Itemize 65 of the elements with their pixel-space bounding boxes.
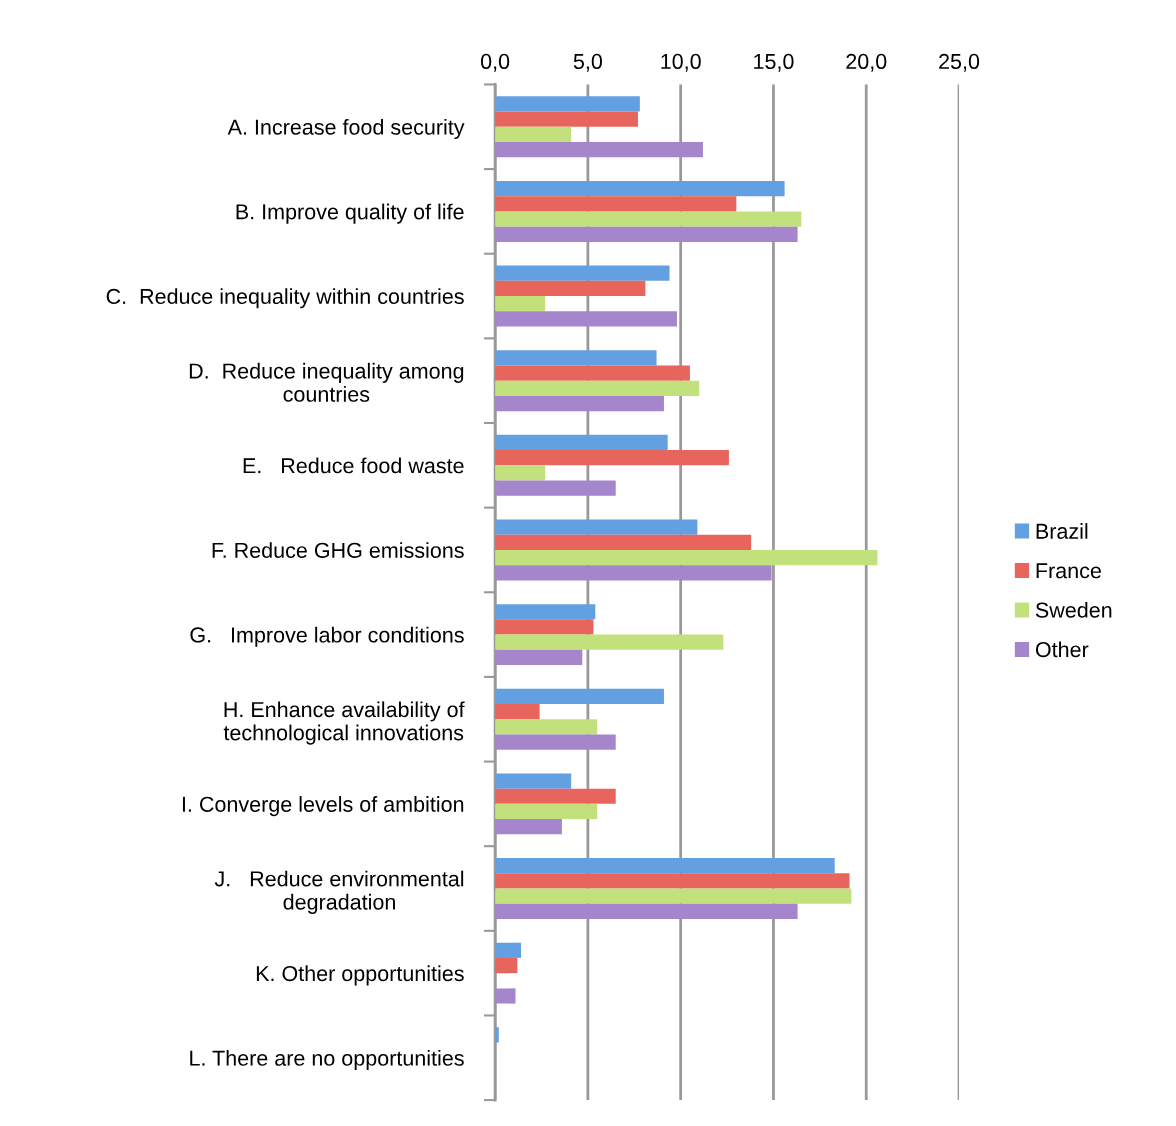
bar [495, 773, 572, 789]
y-tick-label: E. Reduce food waste [243, 457, 464, 474]
y-tick-label: D. Reduce inequality among countries [189, 362, 464, 402]
bar [495, 395, 664, 412]
bar [495, 142, 703, 158]
bar [495, 350, 657, 366]
bar [495, 196, 737, 212]
bar [495, 942, 522, 958]
y-tick-label: C. Reduce inequality within countries [106, 288, 464, 309]
bar [495, 734, 616, 750]
bar [495, 873, 850, 889]
bar [495, 519, 698, 535]
legend-label: Brazil [1036, 523, 1088, 539]
bar [495, 819, 562, 835]
y-tick-label: A. Increase food security [227, 118, 465, 140]
bar [495, 226, 798, 242]
bar [495, 126, 572, 142]
y-tick-label: I. Converge levels of ambition [182, 796, 464, 817]
bar [495, 888, 852, 904]
bar [495, 311, 677, 327]
legend-label: Other [1035, 641, 1089, 658]
x-tick-label: 10,0 [661, 53, 701, 72]
bar [495, 565, 772, 581]
y-tick-label: J. Reduce environmental degradation [214, 870, 464, 914]
bar [495, 534, 752, 550]
bar [495, 619, 594, 635]
bar [495, 296, 546, 312]
bar [495, 180, 785, 197]
x-tick-label: 0,0 [480, 53, 510, 72]
x-tick-label: 5,0 [573, 53, 603, 72]
bar [495, 788, 616, 804]
bar [495, 365, 690, 381]
bar [495, 988, 516, 1004]
y-tick-label: K. Other opportunities [256, 965, 464, 986]
bar [495, 803, 598, 820]
y-tick-label: L. There are no opportunities [190, 1049, 464, 1071]
y-tick-label: H. Enhance availability of technological innovations [223, 701, 465, 745]
bar [495, 549, 878, 566]
y-tick-label: F. Reduce GHG emissions [212, 542, 464, 558]
bar [495, 111, 638, 127]
bar [495, 280, 646, 297]
x-tick-label: 25,0 [939, 53, 980, 72]
bar [495, 649, 583, 666]
bar [495, 634, 724, 650]
bar [495, 957, 518, 974]
bar [495, 604, 596, 620]
x-tick-label: 20,0 [846, 53, 887, 72]
y-tick-label: G. Improve labor conditions [190, 626, 464, 647]
x-tick-label: 15,0 [754, 53, 794, 72]
bar [495, 465, 546, 481]
bar [495, 211, 802, 227]
bar [495, 704, 540, 720]
bar [495, 450, 729, 466]
legend-label: Sweden [1035, 601, 1112, 618]
bar [495, 434, 668, 451]
legend-label: France [1036, 563, 1101, 579]
bar [495, 480, 616, 496]
bar [495, 380, 700, 396]
bar [495, 858, 835, 874]
bar [495, 96, 640, 112]
bar [495, 903, 798, 919]
y-tick-label: B. Improve quality of life [236, 203, 464, 224]
bar [495, 719, 598, 735]
bar [495, 265, 670, 281]
bar [495, 688, 664, 704]
